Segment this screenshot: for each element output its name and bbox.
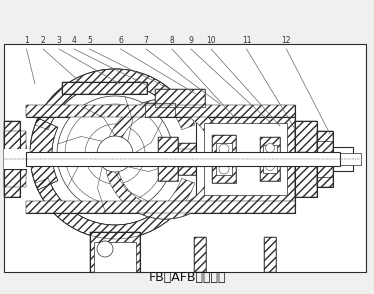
Circle shape	[105, 99, 225, 219]
Bar	[155, 89, 205, 107]
Text: 9: 9	[188, 36, 193, 45]
Bar	[216, 143, 232, 175]
Text: 5: 5	[87, 36, 92, 45]
Bar	[4, 131, 26, 187]
Bar	[26, 105, 295, 117]
Text: 7: 7	[144, 36, 148, 45]
Wedge shape	[35, 69, 195, 130]
Bar	[4, 145, 26, 173]
Bar	[295, 121, 317, 197]
Bar	[26, 152, 340, 166]
Bar	[178, 143, 196, 175]
Bar	[145, 103, 175, 117]
Bar	[26, 201, 295, 213]
Bar	[178, 143, 196, 175]
Text: 2: 2	[41, 36, 46, 45]
Bar	[90, 232, 140, 272]
Bar	[264, 237, 276, 272]
Bar	[194, 237, 206, 272]
Bar	[62, 82, 147, 94]
Circle shape	[97, 136, 133, 172]
Text: FB、AFB型结构图: FB、AFB型结构图	[148, 271, 226, 284]
Bar	[333, 147, 353, 171]
Bar	[299, 152, 309, 166]
Circle shape	[44, 83, 186, 225]
Text: 4: 4	[72, 36, 77, 45]
Bar	[90, 232, 140, 272]
Text: 3: 3	[56, 36, 61, 45]
Bar	[295, 121, 317, 197]
Bar	[26, 105, 295, 117]
Bar	[212, 135, 236, 183]
Bar	[263, 145, 277, 173]
Bar	[4, 44, 366, 272]
Bar	[212, 135, 236, 183]
Text: 6: 6	[118, 36, 123, 45]
Wedge shape	[105, 99, 225, 219]
Circle shape	[266, 153, 275, 161]
Bar	[260, 137, 280, 181]
Bar	[194, 237, 206, 272]
Circle shape	[219, 164, 229, 174]
Circle shape	[266, 143, 275, 153]
Wedge shape	[35, 178, 195, 239]
Text: 1: 1	[24, 36, 29, 45]
Text: 8: 8	[169, 36, 174, 45]
Bar	[196, 115, 295, 203]
Bar	[26, 201, 295, 213]
Bar	[4, 121, 20, 197]
Bar	[4, 121, 20, 197]
Circle shape	[30, 69, 200, 239]
Bar	[62, 82, 147, 94]
Bar	[155, 89, 205, 107]
Circle shape	[219, 154, 229, 164]
Bar	[94, 242, 136, 272]
Bar	[4, 149, 34, 169]
Circle shape	[266, 161, 275, 171]
Bar	[317, 131, 333, 187]
Circle shape	[57, 96, 173, 212]
Bar	[145, 103, 175, 117]
Bar	[158, 137, 178, 181]
Bar	[264, 237, 276, 272]
Bar	[158, 137, 178, 181]
Text: 12: 12	[282, 36, 291, 45]
Bar	[333, 153, 361, 165]
Wedge shape	[30, 118, 58, 190]
Circle shape	[219, 144, 229, 154]
Text: 10: 10	[206, 36, 216, 45]
Circle shape	[97, 241, 113, 257]
Bar	[317, 131, 333, 187]
Bar	[196, 115, 295, 203]
Text: 11: 11	[242, 36, 251, 45]
Bar	[260, 137, 280, 181]
Bar	[204, 123, 287, 195]
